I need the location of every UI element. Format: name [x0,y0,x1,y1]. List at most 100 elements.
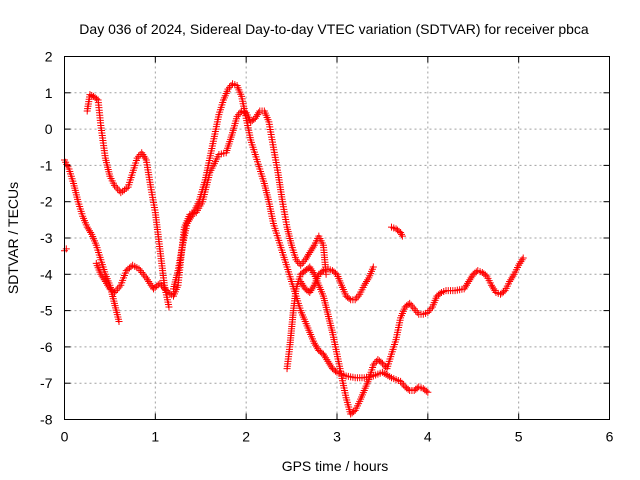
data-point [135,265,143,273]
data-point [489,283,497,291]
data-point [427,305,435,313]
series-arc-g [297,263,377,304]
data-point [115,283,123,291]
data-point [325,359,333,367]
data-point [465,278,473,286]
data-point [372,357,380,365]
data-point [157,281,165,289]
data-point [156,279,164,287]
data-point [141,272,149,280]
data-point [371,359,379,367]
data-point [103,279,111,287]
data-point [147,281,155,289]
x-tick-label: 2 [242,429,250,445]
data-point [326,361,334,369]
data-point [141,154,149,162]
data-point [360,281,368,289]
data-point [185,216,193,224]
data-point [400,381,408,389]
data-point [139,151,147,159]
data-point [519,254,527,262]
data-point [361,279,369,287]
data-point [110,181,118,189]
data-point [122,185,130,193]
data-point [120,186,128,194]
data-point [133,154,141,162]
data-point [298,259,306,267]
data-point [404,301,412,309]
y-tick-label: -5 [40,303,53,319]
series-arc-c [83,91,173,311]
data-point [87,229,95,237]
data-point [322,354,330,362]
data-point [84,225,92,233]
data-point [85,227,93,235]
data-point [378,359,386,367]
data-point [424,388,432,396]
x-tick-label: 6 [606,429,614,445]
data-point [307,247,315,255]
data-point [363,278,371,286]
y-tick-label: 2 [45,49,53,65]
data-point [487,281,495,289]
data-point [369,361,377,369]
data-point [138,149,146,157]
data-point [184,218,192,226]
y-tick-label: -4 [40,266,53,282]
data-point [397,229,405,237]
data-point [506,278,514,286]
data-point [409,303,417,311]
series-arc-e [170,80,432,396]
data-point [117,189,125,197]
data-point [292,256,300,264]
x-tick-label: 3 [333,429,341,445]
data-point [301,256,309,264]
data-point [397,377,405,385]
data-point [140,152,148,160]
series-arc-f [283,254,527,418]
data-point [309,283,317,291]
data-point [187,214,195,222]
data-point [303,252,311,260]
y-axis-label: SDTVAR / TECUs [5,182,21,294]
data-point [407,301,415,309]
data-point [164,288,172,296]
data-point [119,187,127,195]
data-point [99,274,107,282]
data-point [461,283,469,291]
data-point [254,111,262,119]
data-point [319,350,327,358]
data-point [518,256,526,264]
y-tick-label: -6 [40,339,53,355]
y-tick-label: -8 [40,412,53,428]
data-point [294,258,302,266]
data-point [93,95,101,103]
data-point [114,185,122,193]
data-point [310,339,318,347]
data-point [324,357,332,365]
data-point [109,287,117,295]
x-axis-label: GPS time / hours [282,458,389,474]
data-point [306,288,314,296]
data-point [297,261,305,269]
axis-ticks: 0 1 2 3 4 5 6 -8 -7 -6 -5 -4 -3 -2 -1 0 1 2 [40,49,614,445]
grid-lines [64,56,610,420]
data-point [398,232,406,240]
data-point [165,303,173,311]
data-point [306,249,314,257]
data-point [299,281,307,289]
data-point [351,296,359,304]
series-arc-h [388,223,406,240]
data-point [224,85,232,93]
y-tick-label: -3 [40,230,53,246]
data-point [309,268,317,276]
data-point [321,352,329,360]
chart-title: Day 036 of 2024, Sidereal Day-to-day VTE… [79,21,589,37]
y-tick-label: 0 [45,121,53,137]
data-point [308,245,316,253]
data-point [384,372,392,380]
data-point [467,274,475,282]
data-point [114,285,122,293]
data-point [311,341,319,349]
data-point [255,109,263,117]
